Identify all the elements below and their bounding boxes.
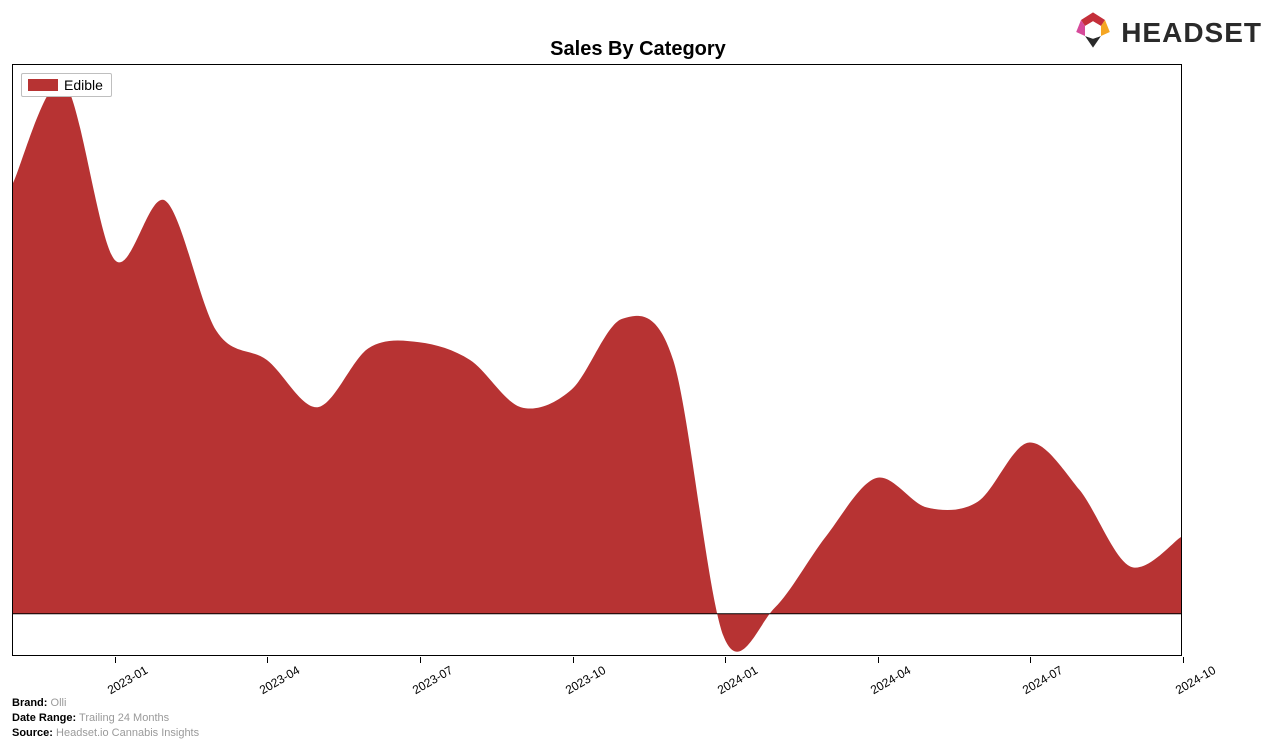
x-tick-label: 2023-04 [257, 663, 302, 697]
chart-meta: Brand: Olli Date Range: Trailing 24 Mont… [12, 696, 199, 741]
meta-brand: Brand: Olli [12, 696, 199, 711]
x-tick-label: 2024-10 [1173, 663, 1218, 697]
x-tick-label: 2024-07 [1020, 663, 1065, 697]
x-tick-mark [725, 657, 726, 663]
meta-source: Source: Headset.io Cannabis Insights [12, 726, 199, 741]
x-tick-mark [420, 657, 421, 663]
x-tick-label: 2023-01 [105, 663, 150, 697]
x-tick-mark [1030, 657, 1031, 663]
x-tick-mark [115, 657, 116, 663]
headset-logo: HEADSET [1073, 10, 1262, 55]
x-tick-label: 2023-07 [410, 663, 455, 697]
legend: Edible [21, 73, 112, 97]
x-tick-mark [573, 657, 574, 663]
area-svg [13, 65, 1181, 655]
meta-date-range: Date Range: Trailing 24 Months [12, 711, 199, 726]
x-tick-label: 2023-10 [563, 663, 608, 697]
x-tick-label: 2024-04 [868, 663, 913, 697]
logo-text: HEADSET [1121, 17, 1262, 49]
legend-swatch [28, 79, 58, 91]
sales-area-chart: Edible 2023-012023-042023-072023-102024-… [12, 64, 1182, 656]
logo-mark-icon [1073, 10, 1113, 55]
x-tick-mark [1183, 657, 1184, 663]
x-tick-mark [267, 657, 268, 663]
legend-label: Edible [64, 77, 103, 93]
x-tick-label: 2024-01 [715, 663, 760, 697]
x-tick-mark [878, 657, 879, 663]
